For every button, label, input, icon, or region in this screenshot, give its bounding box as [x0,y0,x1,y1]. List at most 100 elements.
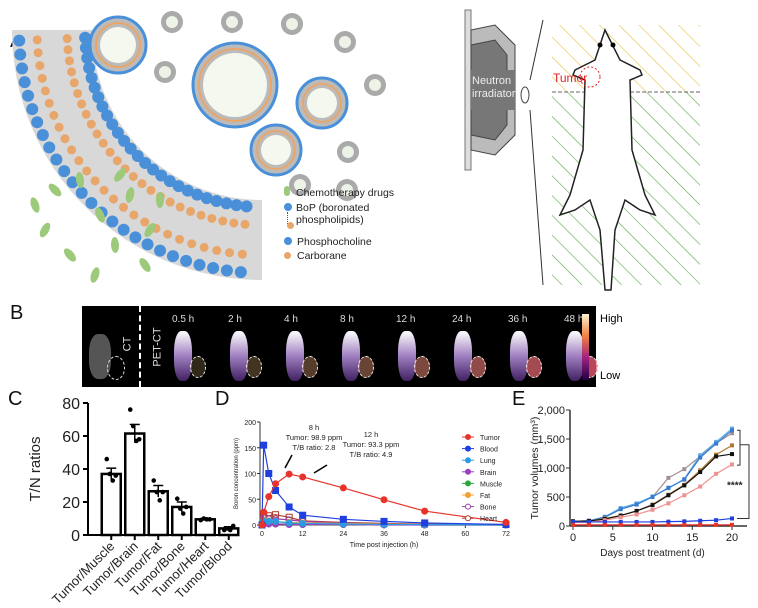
pet-mouse-image [454,331,472,381]
data-point [586,522,591,527]
data-point [380,517,388,525]
data-point [730,428,734,433]
y-tick-label: 500 [547,492,565,504]
drug-capsule [75,172,85,188]
data-point [177,506,183,511]
data-point [634,519,639,524]
data-point [260,441,268,449]
x-tick-label: 72 [502,531,510,538]
phospholipid-bilayer [12,30,262,280]
carborane-sphere [35,61,45,71]
circle [307,88,337,118]
carborane-sphere [199,242,209,252]
data-point [586,519,591,524]
data-point [602,519,607,524]
carborane-sphere [64,56,74,66]
bracket [737,429,741,466]
timepoint-label: 24 h [452,314,472,325]
carborane-sphere [137,179,147,189]
colorbar [582,314,589,380]
mouse-outline [558,28,657,291]
legend-marker [465,515,471,522]
data-point [666,475,671,480]
carborane-sphere [218,216,228,226]
phosphocholine-sphere [117,223,130,236]
x-tick-label: 48 [421,531,429,538]
drug-capsule [64,248,76,262]
circle [294,179,306,191]
drug-capsule [144,223,156,237]
phosphocholine-sphere [85,71,98,84]
drug-capsule [125,187,135,203]
carborane-sphere [77,99,87,109]
bar [147,490,169,537]
drug-capsule [139,258,151,272]
data-point [571,519,575,524]
x-axis-label: Days post treatment (d) [600,548,704,559]
data-point [714,441,719,446]
data-point [285,470,293,478]
phosphocholine-sphere [234,266,247,279]
legend-label: Muscle [480,481,502,488]
carborane-sphere [37,73,47,83]
data-point [634,512,639,517]
data-point [634,508,639,513]
phosphocholine-sphere [106,118,119,131]
panel-label-e: E [512,388,526,410]
drug-capsule [110,237,120,253]
x-tick-label: 10 [646,532,658,544]
series-line [573,464,733,524]
data-point [272,480,280,488]
legend-label: Bone [480,505,496,512]
data-point [180,511,186,516]
legend-marker [465,468,471,475]
phosphocholine-sphere [155,169,168,182]
data-point [666,522,671,527]
carborane-sphere [165,197,175,207]
data-point [634,522,639,527]
annotation-text: T/B ratio: 4.9 [350,450,393,459]
timepoint-label: 12 h [396,314,416,325]
legend-label: Chemotherapy drugs [296,187,395,199]
carborane-sphere [60,134,70,144]
phosphocholine-sphere [14,48,27,61]
y-tick-label: 50 [248,497,256,504]
carborane-sphere [118,202,128,212]
phosphocholine-sphere [43,141,56,154]
timepoint-label: 4 h [284,314,298,325]
data-point [618,522,623,527]
data-point [682,522,687,527]
carborane-sphere [207,213,217,223]
carborane-sphere [129,210,139,220]
data-point [714,471,719,476]
orange-sphere-icon [284,252,291,259]
annotation-text: 8 h [309,423,319,432]
data-point [698,484,703,489]
phosphocholine-sphere [191,188,204,201]
carborane-sphere [237,249,247,259]
data-point [230,523,236,529]
legend-item-drugs: Chemotherapy drugs [284,186,394,199]
legend-label: Phosphocholine [297,236,372,248]
carborane-sphere [98,138,108,148]
data-point [265,493,273,501]
drug-capsule [39,222,51,238]
carborane-sphere [62,34,72,44]
phosphocholine-sphere [180,254,193,267]
carborane-sphere [67,145,77,155]
tumor-region-circle [414,356,430,378]
drug-capsule [48,183,62,197]
carborane-sphere [105,147,115,157]
data-point [730,516,734,521]
carborane-sphere [86,119,96,129]
data-point [502,518,510,526]
timepoint-label: 0.5 h [172,314,195,325]
annotation-text: Tumor: 93.3 ppm [343,440,400,449]
data-point [618,507,623,512]
drug-capsule [30,197,40,213]
tumor-region-circle [190,356,206,378]
bar [194,518,216,537]
phosphocholine-sphere [181,184,194,197]
annotation-arrow [284,454,293,469]
data-point [260,508,268,516]
